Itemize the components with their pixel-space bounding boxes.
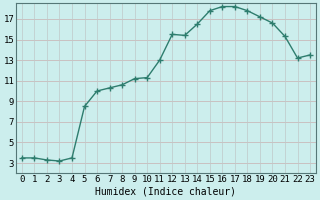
X-axis label: Humidex (Indice chaleur): Humidex (Indice chaleur) (95, 187, 236, 197)
